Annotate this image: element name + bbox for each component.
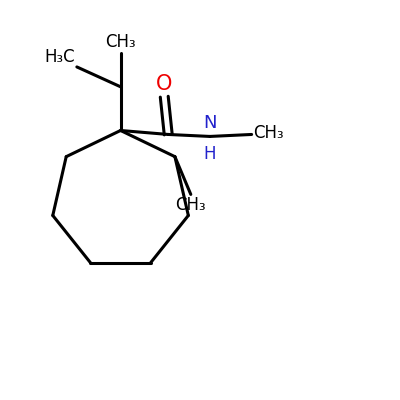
Text: O: O [156, 74, 172, 94]
Text: CH₃: CH₃ [253, 124, 284, 142]
Text: CH₃: CH₃ [176, 196, 206, 214]
Text: H₃C: H₃C [44, 48, 75, 66]
Text: H: H [204, 145, 216, 163]
Text: CH₃: CH₃ [105, 34, 136, 52]
Text: N: N [203, 114, 217, 132]
